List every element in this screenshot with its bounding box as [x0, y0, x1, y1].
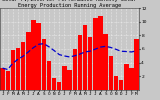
Bar	[0, 68, 5, 90]
Bar	[36, 23, 41, 90]
Bar	[98, 16, 103, 90]
Bar	[88, 37, 92, 90]
Bar	[42, 39, 46, 90]
Bar	[52, 78, 56, 90]
Bar	[26, 32, 31, 90]
Bar	[6, 71, 10, 90]
Bar	[47, 61, 51, 90]
Bar	[119, 80, 123, 90]
Bar	[104, 34, 108, 90]
Bar	[78, 35, 82, 90]
Bar	[11, 50, 15, 90]
Bar	[57, 82, 61, 90]
Bar	[62, 66, 67, 90]
Bar	[124, 64, 128, 90]
Bar	[114, 76, 118, 90]
Bar	[73, 49, 77, 90]
Bar	[93, 18, 98, 90]
Bar	[129, 68, 134, 90]
Title: Solar PV/Inverter Performance Monthly Solar Energy Production Running Average: Solar PV/Inverter Performance Monthly So…	[2, 0, 137, 8]
Bar	[83, 25, 87, 90]
Bar	[31, 20, 36, 90]
Bar	[134, 39, 139, 90]
Bar	[67, 70, 72, 90]
Bar	[109, 56, 113, 90]
Bar	[16, 48, 20, 90]
Bar	[21, 42, 25, 90]
